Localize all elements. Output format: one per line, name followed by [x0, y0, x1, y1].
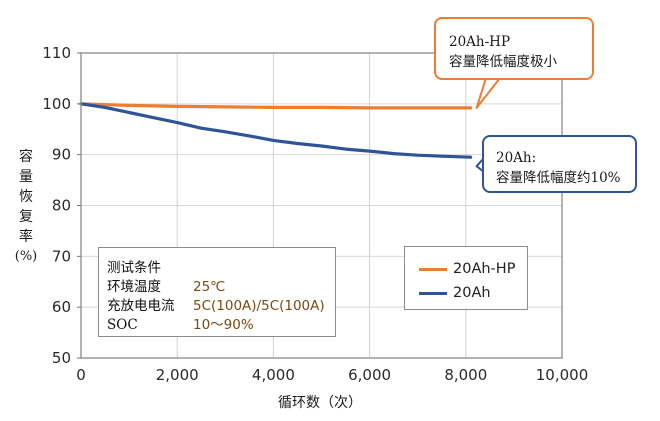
test-conditions-box: 测试条件 环境温度 25℃ 充放电电流 5C(100A)/5C(100A) SO… [98, 247, 336, 337]
y-tick-label: 60 [52, 298, 71, 316]
callout-text: 容量降低幅度约10% [496, 170, 621, 186]
y-axis-title-char: 恢 [19, 189, 33, 205]
callout-20ah-hp: 20Ah-HP 容量降低幅度极小 [434, 17, 594, 80]
y-tick-label: 80 [52, 197, 71, 215]
series-line-20ah [79, 102, 473, 159]
callout-title: 20Ah: [496, 150, 537, 166]
y-tick-label: 110 [42, 44, 71, 62]
y-tick-label: 90 [52, 146, 71, 164]
condition-row: 环境温度 25℃ [107, 278, 335, 297]
legend-swatch [419, 291, 447, 295]
condition-value: 25℃ [193, 279, 226, 295]
series-line-20ah-hp [79, 102, 473, 110]
legend-swatch [419, 267, 447, 271]
y-axis-title-char: (%) [14, 249, 38, 264]
legend-item-20ah: 20Ah [419, 281, 527, 305]
x-tick-label: 6,000 [348, 366, 391, 384]
callout-title: 20Ah-HP [449, 34, 511, 50]
y-tick-label: 100 [42, 95, 71, 113]
callout-20ah: 20Ah: 容量降低幅度约10% [482, 135, 637, 193]
chart-legend: 20Ah-HP 20Ah [404, 246, 528, 310]
condition-key: 充放电电流 [107, 298, 175, 314]
data-series [79, 102, 473, 159]
y-axis-title-char: 率 [19, 229, 33, 245]
condition-key: 环境温度 [107, 279, 161, 295]
y-axis-title-char: 复 [19, 209, 33, 225]
legend-label: 20Ah [453, 285, 491, 301]
legend-item-20ah-hp: 20Ah-HP [419, 257, 527, 281]
x-tick-label: 10,000 [536, 366, 589, 384]
x-tick-label: 2,000 [156, 366, 199, 384]
condition-value: 10～90% [193, 317, 254, 333]
x-tick-label: 0 [76, 366, 86, 384]
test-conditions-title: 测试条件 [107, 260, 161, 276]
condition-row: 充放电电流 5C(100A)/5C(100A) [107, 297, 335, 316]
x-tick-label: 4,000 [252, 366, 295, 384]
y-axis-title-char: 量 [19, 169, 33, 185]
callout-text: 容量降低幅度极小 [449, 54, 557, 70]
y-tick-label: 50 [52, 349, 71, 367]
legend-label: 20Ah-HP [453, 261, 516, 277]
x-axis-title: 循环数（次） [278, 395, 362, 411]
x-tick-label: 8,000 [444, 366, 487, 384]
condition-value: 5C(100A)/5C(100A) [193, 298, 325, 314]
axes: 50 60 70 80 90 100 110 0 2,000 4,000 6,000 8,000 10,… [42, 44, 588, 384]
condition-row: SOC 10～90% [107, 316, 335, 335]
condition-key: SOC [107, 317, 138, 333]
y-axis-title-char: 容 [19, 149, 33, 165]
y-tick-label: 70 [52, 247, 71, 265]
